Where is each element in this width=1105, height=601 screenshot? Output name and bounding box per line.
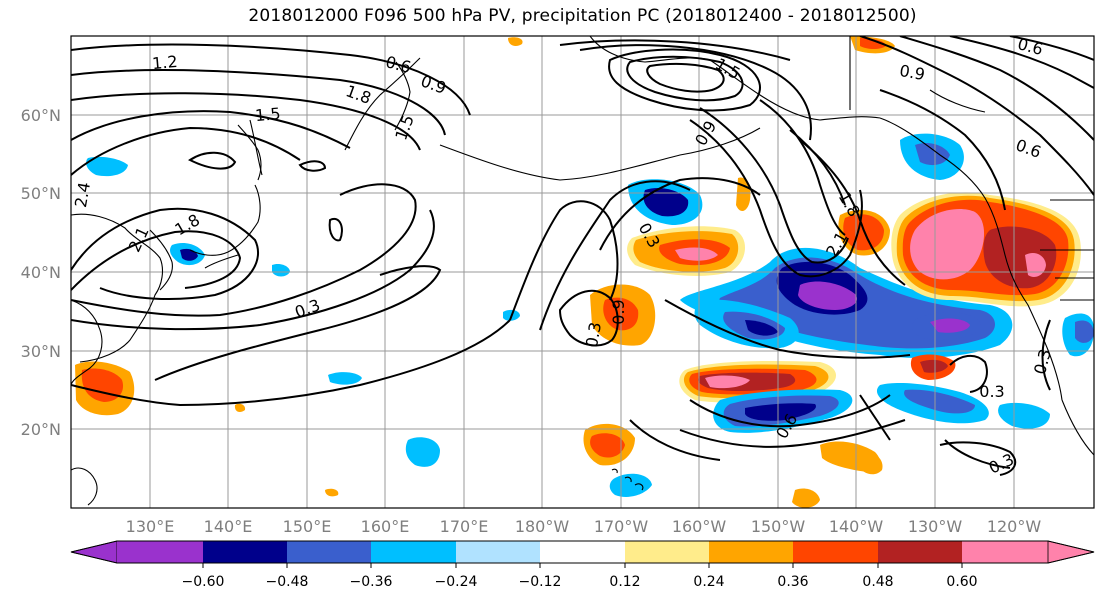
shade-orange-w2: [234, 403, 246, 413]
colorbar: −0.60 −0.48 −0.36 −0.24 −0.12 0.12 0.24 0.36 0.4…: [70, 540, 1095, 590]
shade-navy-s: [745, 403, 816, 421]
shade-blue-ak2: [1075, 320, 1094, 343]
contour-label: 1.5: [254, 104, 281, 125]
colorbar-tick-label: −0.24: [435, 574, 478, 590]
shade-cyan-w3: [272, 263, 290, 277]
colorbar-tick-label: −0.12: [519, 574, 562, 590]
pv-contours: [71, 36, 1094, 476]
shade-cyan-w2: [86, 156, 128, 177]
lon-label: 150°W: [751, 517, 806, 536]
colorbar-swatch: [793, 541, 878, 563]
lon-label: 130°W: [908, 517, 963, 536]
colorbar-tick-label: −0.36: [350, 574, 393, 590]
colorbar-swatch: [203, 541, 287, 563]
shade-cyan-d: [609, 473, 652, 497]
shade-orange-spike: [736, 177, 751, 212]
colorbar-swatch: [540, 541, 625, 563]
lat-label: 20°N: [21, 420, 61, 439]
colorbar-swatch: [117, 541, 203, 563]
lon-label: 170°E: [440, 517, 489, 536]
lat-label: 60°N: [21, 106, 61, 125]
longitude-labels: 130°E 140°E 150°E 160°E 170°E 180°W 170°W 160°W…: [126, 517, 1042, 536]
contour-label: 0.6: [1016, 34, 1046, 59]
shade-darkred-e: [920, 359, 948, 373]
colorbar-swatch: [287, 541, 371, 563]
lon-label: 140°W: [829, 517, 884, 536]
lat-label: 40°N: [21, 263, 61, 282]
lat-label: 50°N: [21, 184, 61, 203]
lon-label: 140°E: [204, 517, 253, 536]
map-title: 2018012000 F096 500 hPa PV, precipitatio…: [248, 6, 917, 26]
lon-label: 160°E: [361, 517, 410, 536]
shade-orange-w3: [325, 488, 339, 497]
shade-pink-nw: [910, 209, 985, 280]
colorbar-swatch: [709, 541, 793, 563]
lon-label: 130°E: [126, 517, 175, 536]
contour-label: 0.9: [898, 61, 926, 84]
lon-label: 120°W: [987, 517, 1042, 536]
contour-label: 0.9: [609, 299, 628, 324]
precipitation-shading: [75, 36, 1094, 508]
contour-label: 1.2: [151, 52, 178, 73]
lon-label: 170°W: [594, 517, 649, 536]
colorbar-tick-label: 0.12: [609, 574, 640, 590]
shade-pink-nw2: [1025, 253, 1046, 277]
shade-blue-band-core2: [745, 320, 778, 336]
shade-pink-band: [675, 247, 718, 261]
lat-label: 30°N: [21, 342, 61, 361]
shade-cyan-w4: [328, 372, 362, 385]
colorbar-swatch: [456, 541, 540, 563]
lon-label: 160°W: [672, 517, 727, 536]
shade-blue-e1: [904, 389, 975, 414]
colorbar-tick-label: 0.60: [946, 574, 977, 590]
shade-cyan-e2: [998, 402, 1050, 429]
shade-red-w: [81, 368, 124, 402]
latitude-labels: 60°N 50°N 40°N 30°N 20°N: [21, 106, 61, 439]
colorbar-swatch: [371, 541, 456, 563]
graticule: [71, 36, 1094, 508]
contour-label: 2.4: [71, 181, 94, 209]
colorbar-extend-high: [1047, 540, 1095, 564]
colorbar-tick-label: −0.60: [182, 574, 225, 590]
shade-blue-ak: [915, 143, 950, 166]
colorbar-tick-label: 0.24: [693, 574, 724, 590]
shade-purple-core: [798, 281, 858, 310]
contour-label: 0.3: [582, 321, 605, 349]
shade-pink-s: [705, 375, 750, 389]
colorbar-swatch: [625, 541, 709, 563]
shade-red-d: [590, 433, 625, 458]
colorbar-tick-label: 0.48: [862, 574, 893, 590]
colorbar-tick-label: −0.48: [266, 574, 309, 590]
colorbar-swatch: [878, 541, 962, 563]
shade-purple-2b: [930, 318, 970, 333]
colorbar-swatch: [962, 541, 1048, 563]
lon-label: 150°E: [283, 517, 332, 536]
shade-yellow-se: [858, 450, 883, 475]
shade-orange-ne2: [508, 37, 523, 46]
lon-label: 180°W: [515, 517, 570, 536]
shade-cyan-w5: [405, 437, 440, 467]
colorbar-extend-low: [70, 540, 118, 564]
shade-blue-north: [643, 188, 689, 217]
colorbar-tick-label: 0.36: [777, 574, 808, 590]
shade-red-ne: [860, 38, 886, 49]
shade-orange-f: [792, 488, 820, 508]
contour-label: 0.3: [979, 382, 1004, 401]
